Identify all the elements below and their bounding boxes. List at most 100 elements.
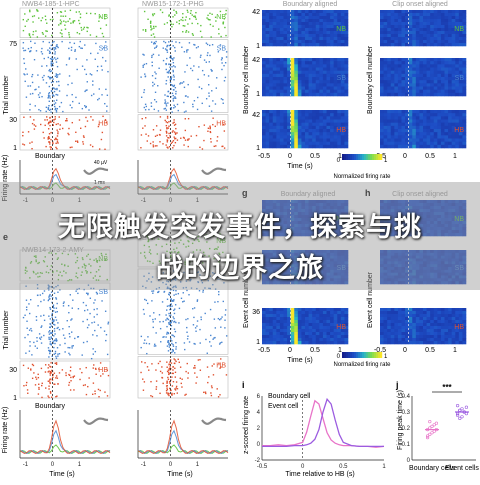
- raster-spike: [29, 35, 30, 36]
- heatmap-cell: [402, 68, 406, 71]
- raster-spike: [153, 26, 154, 27]
- heatmap-cell: [276, 116, 280, 119]
- heatmap-cell: [294, 129, 298, 132]
- heatmap-cell: [294, 341, 298, 344]
- heatmap-cell: [309, 61, 313, 64]
- raster-spike: [178, 293, 179, 294]
- raster-spike: [196, 325, 197, 326]
- heatmap-cell: [301, 132, 305, 135]
- raster-spike: [29, 313, 30, 314]
- raster-spike: [173, 140, 174, 141]
- raster-spike: [149, 343, 150, 344]
- raster-spike: [156, 388, 157, 389]
- heatmap-cell: [459, 68, 463, 71]
- raster-spike: [51, 333, 52, 334]
- heatmap-cell: [298, 68, 302, 71]
- raster-spike: [53, 81, 54, 82]
- heatmap-cell: [312, 116, 316, 119]
- rate-xtick: 0: [169, 462, 173, 468]
- heatmap-cell: [316, 16, 320, 19]
- raster-spike: [105, 311, 106, 312]
- heatmap-cell: [402, 83, 406, 86]
- raster-spike: [49, 101, 50, 102]
- raster-spike: [177, 139, 178, 140]
- heatmap-cell: [323, 13, 327, 16]
- raster-ytick-1b: 75: [9, 41, 17, 48]
- heatmap-cell: [298, 317, 302, 320]
- heatmap-cell: [330, 68, 334, 71]
- heatmap-cell: [269, 87, 273, 90]
- heatmap-cell: [305, 58, 309, 61]
- raster-spike: [60, 23, 61, 24]
- heatmap-cell: [394, 113, 398, 116]
- waveform-inset: [202, 169, 226, 174]
- heatmap-cell: [273, 90, 277, 93]
- heatmap-cell: [301, 308, 305, 311]
- raster-spike: [204, 124, 205, 125]
- heatmap-cell: [412, 25, 416, 28]
- heatmap-cell: [441, 80, 445, 83]
- heatmap-cell: [380, 61, 384, 64]
- raster-spike: [164, 102, 165, 103]
- heatmap-cell: [316, 139, 320, 142]
- raster-spike: [168, 15, 169, 16]
- raster-spike: [90, 116, 91, 117]
- heatmap-cell: [402, 129, 406, 132]
- heatmap-cell: [298, 341, 302, 344]
- heatmap-cell: [452, 113, 456, 116]
- heatmap-cell: [262, 74, 266, 77]
- heatmap-cell: [312, 68, 316, 71]
- raster-spike: [221, 69, 222, 70]
- heatmap-cell: [419, 142, 423, 145]
- raster-spike: [25, 68, 26, 69]
- raster-spike: [59, 372, 60, 373]
- raster-spike: [205, 339, 206, 340]
- heatmap-cell: [269, 341, 273, 344]
- heatmap-cell: [276, 142, 280, 145]
- raster-spike: [173, 119, 174, 120]
- heatmap-cell: [459, 135, 463, 138]
- heatmap-cell: [327, 58, 331, 61]
- heatmap-cell: [262, 22, 266, 25]
- heatmap-cell: [416, 80, 420, 83]
- raster-spike: [220, 11, 221, 12]
- heatmap-cell: [441, 71, 445, 74]
- heatmap-cell: [387, 135, 391, 138]
- heatmap-cell: [416, 61, 420, 64]
- heatmap-cell: [309, 123, 313, 126]
- raster-spike: [32, 74, 33, 75]
- heatmap-cell: [309, 80, 313, 83]
- heatmap-cell: [416, 13, 420, 16]
- raster-spike: [171, 325, 172, 326]
- heatmap-cell: [262, 19, 266, 22]
- heatmap-cell: [269, 145, 273, 148]
- heatmap-cell: [337, 311, 341, 314]
- raster-spike: [154, 345, 155, 346]
- raster-spike: [171, 78, 172, 79]
- heatmap-cell: [294, 139, 298, 142]
- raster-spike: [52, 341, 53, 342]
- heatmap-cell: [276, 120, 280, 123]
- raster-spike: [90, 144, 91, 145]
- heatmap-cell: [298, 64, 302, 67]
- raster-spike: [146, 353, 147, 354]
- heatmap-cell: [319, 58, 323, 61]
- raster-spike: [56, 395, 57, 396]
- heatmap-cell: [423, 87, 427, 90]
- heatmap-cell: [291, 43, 295, 46]
- heatmap-cell: [434, 19, 438, 22]
- heatmap-cell: [455, 37, 459, 40]
- heatmap-cell: [330, 320, 334, 323]
- heatmap-cell: [394, 68, 398, 71]
- heatmap-cell: [330, 145, 334, 148]
- raster-spike: [149, 315, 150, 316]
- raster-spike: [102, 57, 103, 58]
- heatmap-cell: [334, 43, 338, 46]
- raster-spike: [193, 367, 194, 368]
- heatmap-cell: [437, 129, 441, 132]
- heatmap-cell: [394, 13, 398, 16]
- heatmap-cell: [280, 116, 284, 119]
- raster-spike: [43, 132, 44, 133]
- heatmap-cell: [334, 16, 338, 19]
- raster-spike: [83, 137, 84, 138]
